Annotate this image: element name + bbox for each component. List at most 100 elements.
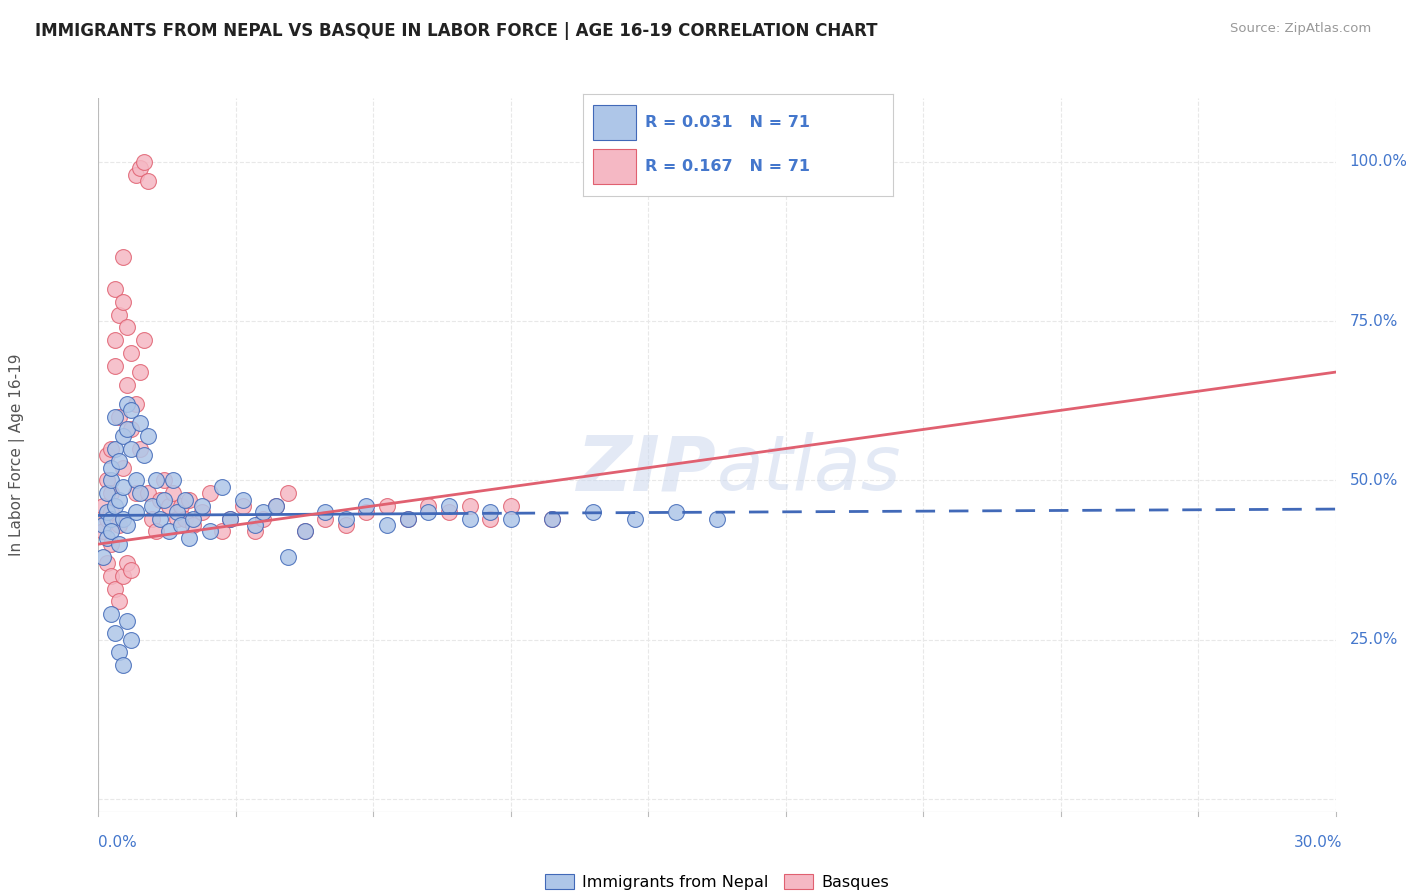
Point bbox=[665, 505, 688, 519]
Point bbox=[314, 511, 336, 525]
Point bbox=[418, 505, 440, 519]
Point bbox=[277, 486, 299, 500]
Point bbox=[96, 511, 118, 525]
Point bbox=[145, 474, 167, 488]
Point bbox=[124, 474, 146, 488]
Point bbox=[153, 492, 176, 507]
Point bbox=[96, 474, 118, 488]
Point bbox=[128, 161, 150, 176]
Point bbox=[96, 531, 118, 545]
Point bbox=[96, 505, 118, 519]
Point bbox=[479, 511, 502, 525]
Point bbox=[100, 607, 122, 622]
Point bbox=[219, 511, 242, 525]
Point bbox=[96, 486, 118, 500]
Point bbox=[136, 429, 159, 443]
Point bbox=[252, 505, 274, 519]
Point bbox=[117, 518, 139, 533]
Point bbox=[170, 518, 193, 533]
Point bbox=[174, 511, 197, 525]
Point bbox=[117, 320, 139, 334]
Point bbox=[117, 377, 139, 392]
Text: 30.0%: 30.0% bbox=[1295, 836, 1343, 850]
Point bbox=[179, 531, 201, 545]
Point bbox=[108, 409, 131, 424]
Point bbox=[211, 524, 233, 539]
Point bbox=[190, 499, 212, 513]
Point bbox=[149, 492, 172, 507]
Point bbox=[124, 505, 146, 519]
Point bbox=[170, 499, 193, 513]
Point bbox=[145, 524, 167, 539]
Point bbox=[112, 658, 135, 673]
Point bbox=[128, 486, 150, 500]
Point bbox=[232, 492, 254, 507]
Point bbox=[211, 480, 233, 494]
Point bbox=[91, 524, 114, 539]
Point bbox=[396, 511, 419, 525]
Text: R = 0.031   N = 71: R = 0.031 N = 71 bbox=[645, 115, 810, 130]
Point bbox=[132, 333, 155, 347]
Point bbox=[117, 556, 139, 570]
Point bbox=[277, 549, 299, 564]
Text: In Labor Force | Age 16-19: In Labor Force | Age 16-19 bbox=[8, 353, 25, 557]
Point bbox=[91, 518, 114, 533]
Point bbox=[141, 499, 163, 513]
Point bbox=[153, 474, 176, 488]
Point bbox=[100, 486, 122, 500]
Point bbox=[120, 403, 142, 417]
Text: Source: ZipAtlas.com: Source: ZipAtlas.com bbox=[1230, 22, 1371, 36]
Point bbox=[243, 524, 266, 539]
Point bbox=[91, 499, 114, 513]
Legend: Immigrants from Nepal, Basques: Immigrants from Nepal, Basques bbox=[538, 868, 896, 892]
Point bbox=[117, 397, 139, 411]
Point bbox=[181, 511, 204, 525]
Point bbox=[120, 442, 142, 456]
Point bbox=[162, 474, 184, 488]
Point bbox=[108, 594, 131, 608]
Point bbox=[162, 486, 184, 500]
Point bbox=[104, 626, 127, 640]
Text: R = 0.167   N = 71: R = 0.167 N = 71 bbox=[645, 159, 810, 174]
Point bbox=[181, 518, 204, 533]
Text: 100.0%: 100.0% bbox=[1350, 154, 1406, 169]
Point bbox=[104, 282, 127, 296]
Point bbox=[128, 416, 150, 430]
Point bbox=[104, 333, 127, 347]
Point bbox=[232, 499, 254, 513]
Point bbox=[582, 505, 605, 519]
Point bbox=[157, 524, 180, 539]
Point bbox=[623, 511, 645, 525]
Point bbox=[141, 511, 163, 525]
Point bbox=[437, 505, 460, 519]
Point bbox=[706, 511, 728, 525]
Point bbox=[112, 251, 135, 265]
Point bbox=[120, 346, 142, 360]
Point bbox=[128, 442, 150, 456]
Point bbox=[108, 518, 131, 533]
Point bbox=[91, 549, 114, 564]
Point bbox=[219, 511, 242, 525]
Bar bbox=[593, 149, 636, 184]
Point bbox=[104, 359, 127, 373]
Point bbox=[100, 524, 122, 539]
Point bbox=[179, 492, 201, 507]
Point bbox=[96, 448, 118, 462]
Point bbox=[198, 486, 221, 500]
Point bbox=[190, 505, 212, 519]
Text: ZIP: ZIP bbox=[578, 433, 717, 506]
Point bbox=[117, 614, 139, 628]
Point bbox=[104, 409, 127, 424]
Text: IMMIGRANTS FROM NEPAL VS BASQUE IN LABOR FORCE | AGE 16-19 CORRELATION CHART: IMMIGRANTS FROM NEPAL VS BASQUE IN LABOR… bbox=[35, 22, 877, 40]
Point bbox=[157, 499, 180, 513]
Point bbox=[112, 480, 135, 494]
Point bbox=[294, 524, 316, 539]
Point bbox=[458, 511, 481, 525]
Point bbox=[104, 582, 127, 596]
Point bbox=[499, 511, 522, 525]
Point bbox=[375, 499, 398, 513]
Point bbox=[375, 518, 398, 533]
Point bbox=[132, 154, 155, 169]
Point bbox=[100, 569, 122, 583]
Point bbox=[100, 474, 122, 488]
